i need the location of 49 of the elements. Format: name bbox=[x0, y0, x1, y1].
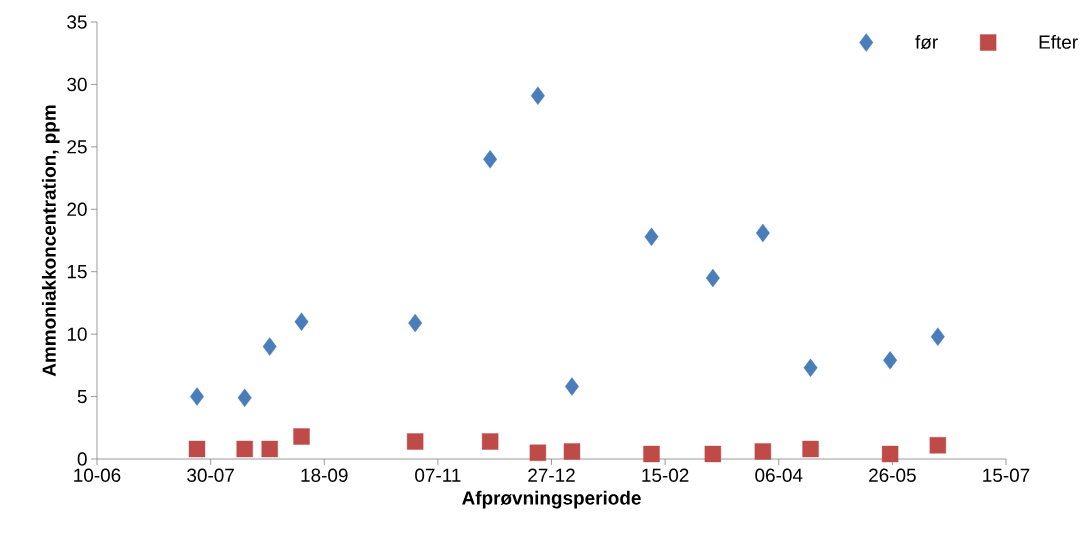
y-tick-label: 15 bbox=[67, 265, 87, 279]
point bbox=[188, 440, 206, 458]
x-axis-title: Afprøvningsperiode bbox=[462, 490, 641, 509]
point bbox=[529, 444, 547, 461]
legend-label: Efter bbox=[1039, 34, 1078, 49]
x-tick-label: 15-07 bbox=[983, 468, 1030, 482]
point bbox=[929, 437, 947, 454]
x-tick-label: 10-06 bbox=[74, 468, 121, 482]
point bbox=[406, 433, 424, 450]
x-tick-label: 30-07 bbox=[187, 468, 234, 482]
x-tick-label: 18-09 bbox=[301, 468, 348, 482]
point bbox=[565, 377, 579, 396]
point bbox=[704, 445, 722, 463]
point bbox=[408, 313, 423, 333]
point bbox=[754, 443, 772, 460]
y-axis-title: Ammoniakkoncentration, ppm bbox=[41, 105, 60, 377]
point bbox=[563, 443, 581, 460]
point bbox=[261, 440, 278, 458]
legend-label: før bbox=[915, 34, 938, 49]
point bbox=[930, 327, 945, 346]
point bbox=[190, 387, 204, 406]
point bbox=[481, 433, 499, 450]
point bbox=[883, 351, 898, 370]
point bbox=[237, 388, 252, 408]
point bbox=[803, 358, 818, 378]
point bbox=[643, 445, 660, 463]
y-tick-label: 10 bbox=[67, 327, 87, 341]
point bbox=[262, 337, 277, 356]
y-tick-label: 35 bbox=[67, 15, 87, 29]
x-tick-label: 07-11 bbox=[415, 468, 461, 482]
point bbox=[530, 86, 545, 105]
point bbox=[293, 428, 310, 445]
point bbox=[644, 227, 659, 246]
point bbox=[802, 440, 819, 458]
x-tick-label: 15-02 bbox=[642, 468, 689, 482]
x-tick-label: 27-12 bbox=[528, 468, 575, 482]
point bbox=[236, 440, 253, 458]
y-tick-label: 25 bbox=[67, 140, 87, 154]
point bbox=[881, 445, 899, 463]
point bbox=[755, 223, 770, 243]
point bbox=[483, 150, 498, 169]
x-tick-label: 06-04 bbox=[755, 468, 803, 482]
y-tick-label: 0 bbox=[77, 452, 87, 466]
point bbox=[294, 312, 309, 331]
x-tick-label: 26-05 bbox=[869, 468, 916, 482]
y-tick-label: 30 bbox=[67, 77, 87, 92]
y-tick-label: 5 bbox=[77, 389, 87, 404]
y-tick-label: 20 bbox=[67, 202, 87, 216]
point bbox=[705, 268, 720, 288]
